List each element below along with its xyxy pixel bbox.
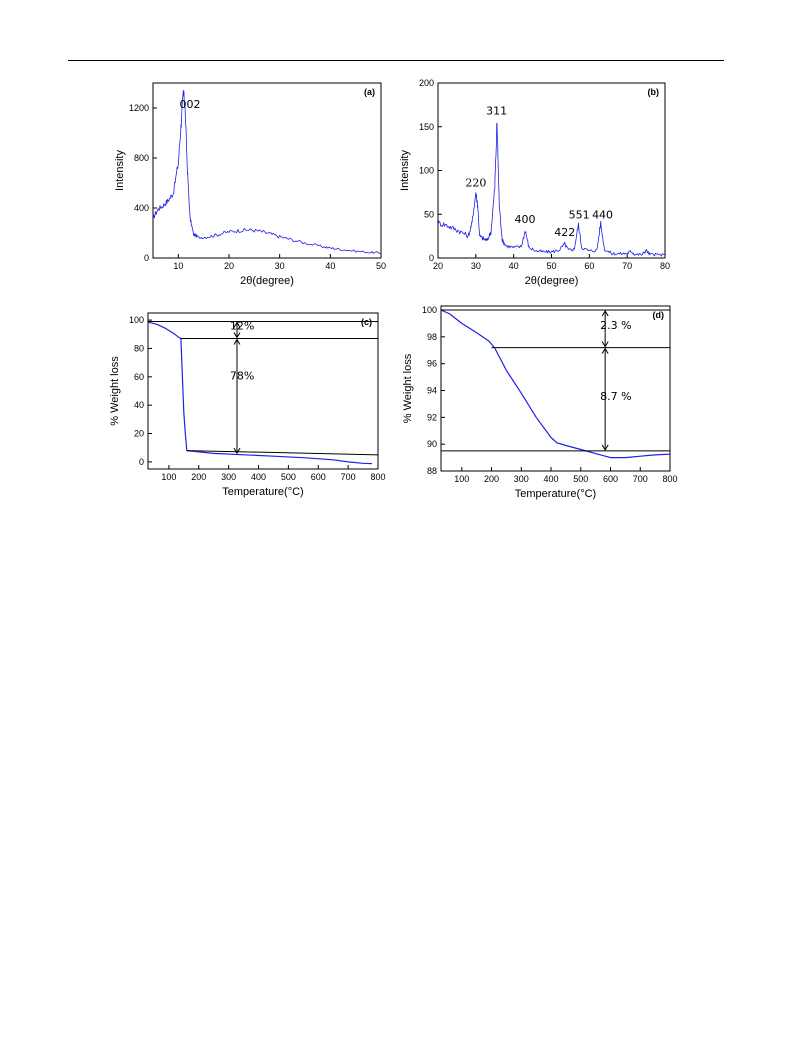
chart-a: 10 20 30 40 50 0 400 800 1200 2θ(degree) Intensity… <box>114 82 386 287</box>
x-tick-label: 100 <box>161 472 176 482</box>
x-tick-label: 10 <box>173 261 183 271</box>
arrow-head-down <box>233 332 241 339</box>
y-tick-label: 90 <box>427 439 437 449</box>
y-tick-label: 20 <box>134 429 144 439</box>
y-axis-label: % Weight loss <box>402 353 414 423</box>
plot-frame <box>437 82 666 259</box>
plot-frame <box>147 312 379 470</box>
annotation-label: 220 <box>465 176 486 189</box>
y-tick-label: 88 <box>427 466 437 476</box>
arrow-head-up <box>233 338 241 345</box>
y-tick-label: 98 <box>427 332 437 342</box>
x-tick-label: 200 <box>484 474 499 484</box>
y-tick-label: 94 <box>427 386 437 396</box>
y-tick-label: 50 <box>424 209 434 219</box>
panel-label: (b) <box>648 87 660 97</box>
y-tick-label: 80 <box>134 343 144 353</box>
arrow-head-up <box>601 310 609 317</box>
arrow-head-down <box>233 447 241 455</box>
x-tick-label: 50 <box>546 261 556 271</box>
x-tick-label: 600 <box>603 474 618 484</box>
y-tick-label: 100 <box>419 166 434 176</box>
chart-b: 20 30 40 50 60 70 80 0 50 100 150 200 2θ(degree) Inte… <box>399 78 670 287</box>
annotation-label: 8.7 % <box>600 390 631 403</box>
y-axis-label: Intensity <box>114 150 126 191</box>
y-tick-label: 200 <box>419 78 434 88</box>
x-tick-label: 400 <box>544 474 559 484</box>
y-tick-label: 150 <box>419 122 434 132</box>
x-axis-label: 2θ(degree) <box>525 275 579 287</box>
x-tick-label: 20 <box>224 261 234 271</box>
annotation-label: 311 <box>486 105 507 118</box>
panel-label: (a) <box>364 87 375 97</box>
y-axis-label: Intensity <box>399 150 411 191</box>
y-tick-label: 0 <box>429 253 434 263</box>
annotation-label: 12% <box>230 319 254 332</box>
y-axis-label: % Weight loss <box>109 356 121 426</box>
x-tick-label: 30 <box>275 261 285 271</box>
plot-frame <box>440 305 671 472</box>
arrow-head-up <box>601 347 609 354</box>
y-tick-label: 40 <box>134 400 144 410</box>
y-tick-label: 60 <box>134 372 144 382</box>
panel-label: (d) <box>653 310 665 320</box>
series-line <box>440 309 671 459</box>
series-line <box>152 90 382 254</box>
arrow-head-down <box>601 341 609 348</box>
annotation-label: 400 <box>515 213 536 226</box>
y-tick-label: 0 <box>139 457 144 467</box>
x-tick-label: 40 <box>325 261 335 271</box>
x-tick-label: 100 <box>454 474 469 484</box>
annotation-label: 440 <box>592 209 613 222</box>
x-axis-label: Temperature(°C) <box>222 486 303 498</box>
annotation-label: 002 <box>179 98 200 111</box>
x-tick-label: 400 <box>251 472 266 482</box>
header-rule <box>68 60 724 61</box>
x-tick-label: 40 <box>509 261 519 271</box>
y-tick-label: 92 <box>427 412 437 422</box>
y-tick-label: 0 <box>144 253 149 263</box>
y-tick-label: 800 <box>134 153 149 163</box>
annotation-label: 422 <box>554 226 575 239</box>
series-line <box>147 321 373 465</box>
chart-d: 100 200 300 400 500 600 700 800 88 90 92 94 96 98 100 T… <box>402 305 678 500</box>
x-axis-label: 2θ(degree) <box>240 275 294 287</box>
arrow-head-up <box>233 321 241 328</box>
x-tick-label: 700 <box>341 472 356 482</box>
x-tick-label: 30 <box>471 261 481 271</box>
x-tick-label: 300 <box>221 472 236 482</box>
x-tick-label: 200 <box>191 472 206 482</box>
x-tick-label: 70 <box>622 261 632 271</box>
x-tick-label: 60 <box>584 261 594 271</box>
x-tick-label: 20 <box>433 261 443 271</box>
y-tick-label: 1200 <box>129 103 149 113</box>
y-tick-label: 100 <box>422 305 437 315</box>
annotation-label: 2.3 % <box>600 319 631 332</box>
series-line <box>437 122 666 257</box>
arrow-head-down <box>601 444 609 451</box>
x-tick-label: 800 <box>370 472 385 482</box>
y-tick-label: 96 <box>427 359 437 369</box>
annotation-label: 551 <box>569 209 590 222</box>
x-tick-label: 800 <box>662 474 677 484</box>
x-tick-label: 80 <box>660 261 670 271</box>
chart-c: 100 200 300 400 500 600 700 800 0 20 40 60 80 100 Temp… <box>109 312 386 498</box>
x-tick-label: 600 <box>311 472 326 482</box>
x-tick-label: 700 <box>633 474 648 484</box>
plot-frame <box>152 82 382 259</box>
x-axis-label: Temperature(°C) <box>515 488 596 500</box>
y-tick-label: 400 <box>134 203 149 213</box>
x-tick-label: 500 <box>281 472 296 482</box>
annotation-label: 78% <box>230 370 254 383</box>
x-tick-label: 50 <box>376 261 386 271</box>
reference-line <box>186 450 379 456</box>
x-tick-label: 300 <box>514 474 529 484</box>
x-tick-label: 500 <box>573 474 588 484</box>
y-tick-label: 100 <box>129 315 144 325</box>
